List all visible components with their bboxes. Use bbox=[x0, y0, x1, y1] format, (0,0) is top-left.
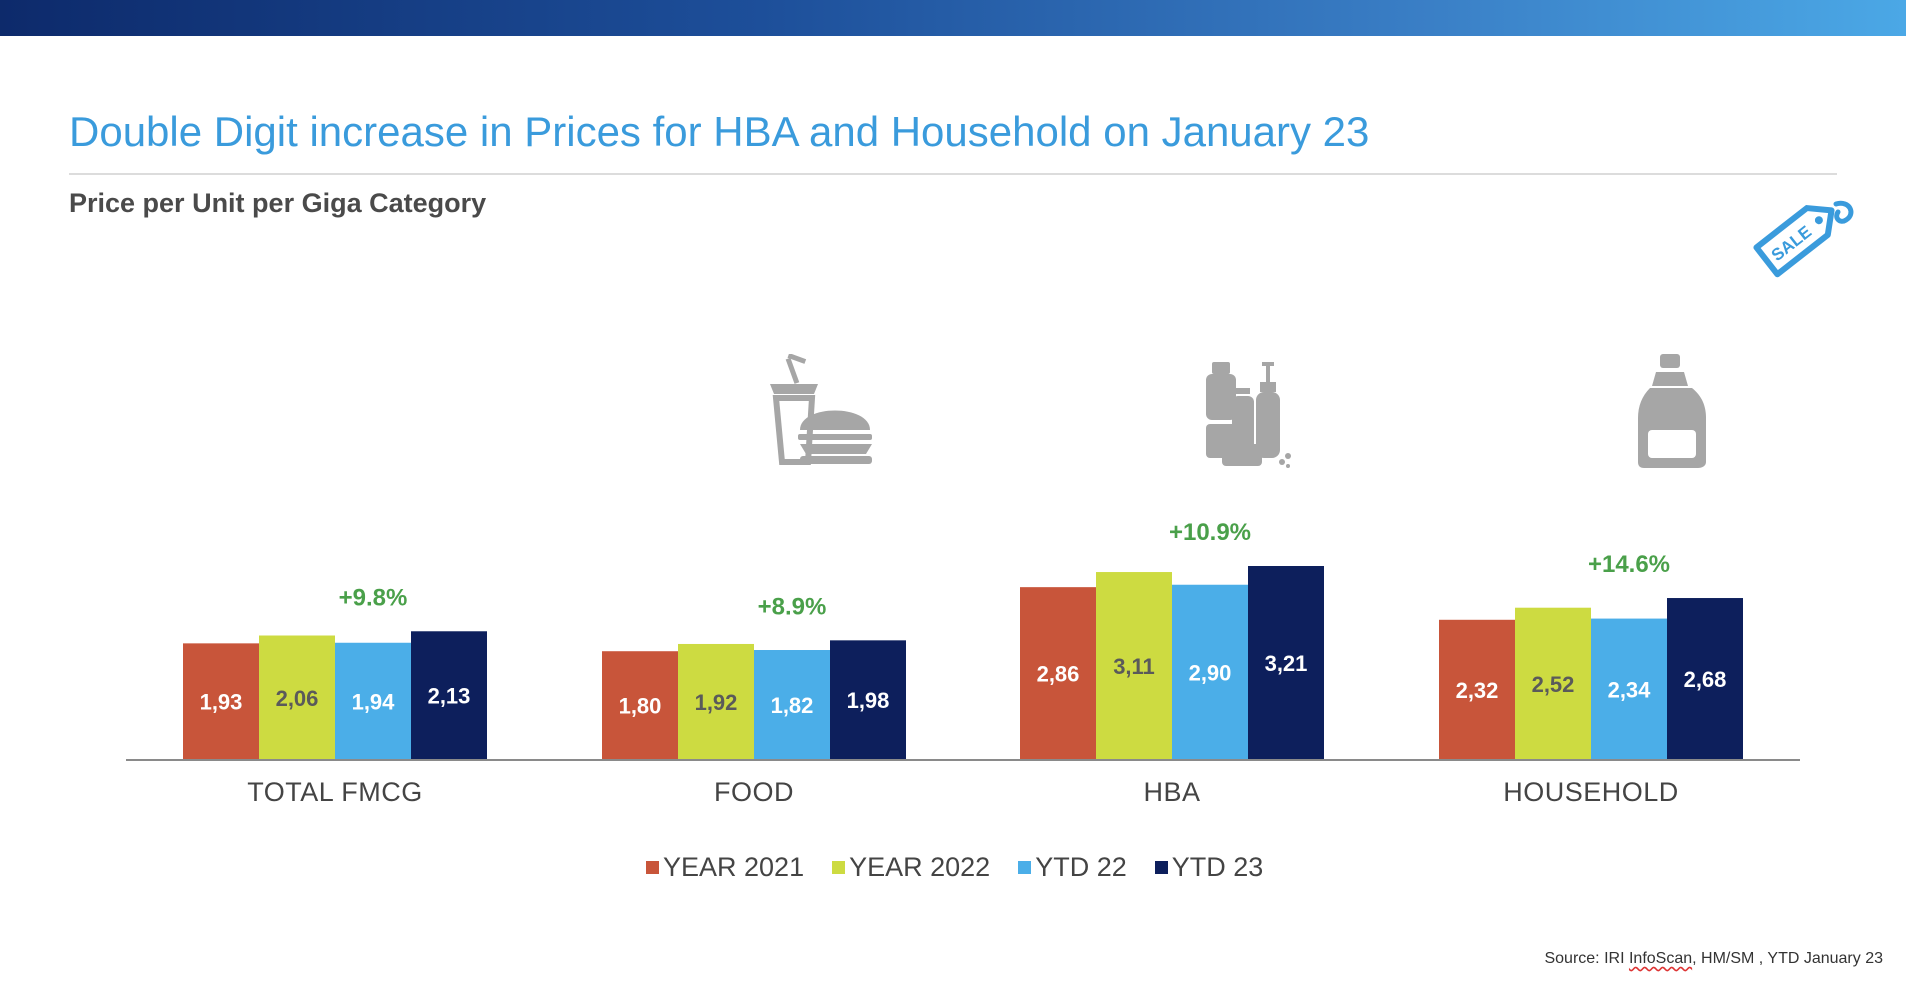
legend-label: YTD 23 bbox=[1171, 852, 1264, 882]
legend-swatch bbox=[1154, 861, 1168, 874]
source-note: Source: IRI InfoScan, HM/SM , YTD Januar… bbox=[1544, 950, 1883, 968]
bar-year-2022-hba bbox=[1096, 572, 1172, 760]
bar-value-label: 1,98 bbox=[847, 688, 890, 713]
slide-title: Double Digit increase in Prices for HBA … bbox=[69, 108, 1370, 155]
bar-year-2021-hba bbox=[1020, 587, 1096, 760]
bar-ytd-22-total-fmcg bbox=[335, 642, 411, 760]
sale-tag-icon: SALE bbox=[1753, 200, 1854, 278]
bar-ytd-23-total-fmcg bbox=[411, 631, 487, 760]
fast-food-icon bbox=[770, 354, 872, 465]
bar-value-label: 3,11 bbox=[1113, 654, 1155, 679]
legend-swatch bbox=[832, 861, 846, 874]
labels-layer: 1,93 2,06 1,94 2,13 TOTAL FMCG +9.8% 1,80 1,92 1… bbox=[200, 519, 1727, 807]
legend-item-year-2021: YEAR 2021 bbox=[646, 852, 804, 883]
bar-ytd-23-household bbox=[1667, 598, 1743, 760]
legend-label: YTD 22 bbox=[1035, 852, 1127, 882]
growth-annotation: +8.9% bbox=[758, 593, 827, 620]
legend-swatch bbox=[646, 861, 659, 874]
bar-value-label: 2,90 bbox=[1189, 660, 1232, 685]
title-divider bbox=[69, 173, 1837, 175]
bar-ytd-22-food bbox=[754, 650, 830, 760]
category-label: FOOD bbox=[714, 777, 794, 807]
bar-value-label: 2,32 bbox=[1456, 678, 1499, 703]
bar-year-2022-food bbox=[678, 643, 754, 760]
bar-year-2021-food bbox=[602, 651, 678, 760]
bar-value-label: 2,06 bbox=[276, 686, 319, 711]
bar-value-label: 2,34 bbox=[1608, 677, 1652, 702]
growth-annotation: +10.9% bbox=[1169, 519, 1251, 546]
bar-year-2021-total-fmcg bbox=[183, 643, 259, 760]
category-label: TOTAL FMCG bbox=[247, 777, 423, 807]
bar-value-label: 1,82 bbox=[771, 693, 814, 718]
top-banner bbox=[0, 0, 1906, 36]
source-brand: InfoScan bbox=[1628, 950, 1693, 967]
chart-legend: YEAR 2021 YEAR 2022 YTD 22 YTD 23 bbox=[646, 852, 1263, 883]
detergent-bottle-icon bbox=[1638, 354, 1706, 468]
legend-item-ytd-22: YTD 22 bbox=[1018, 852, 1127, 883]
bar-ytd-23-food bbox=[830, 640, 906, 760]
legend-item-ytd-23: YTD 23 bbox=[1154, 852, 1264, 883]
bars-layer bbox=[183, 566, 1743, 760]
growth-annotation: +9.8% bbox=[339, 584, 408, 611]
toiletries-icon bbox=[1206, 362, 1291, 468]
bar-year-2022-total-fmcg bbox=[259, 635, 335, 760]
source-suffix: , HM/SM , YTD January 23 bbox=[1692, 950, 1883, 967]
category-label: HBA bbox=[1143, 777, 1200, 807]
bar-ytd-22-household bbox=[1591, 618, 1667, 760]
legend-item-year-2022: YEAR 2022 bbox=[832, 852, 990, 883]
legend-label: YEAR 2021 bbox=[663, 852, 805, 882]
source-prefix: Source: IRI bbox=[1544, 950, 1629, 967]
bar-value-label: 1,92 bbox=[695, 690, 738, 715]
bar-value-label: 3,21 bbox=[1265, 651, 1308, 676]
category-label: HOUSEHOLD bbox=[1503, 777, 1679, 807]
bar-ytd-22-hba bbox=[1172, 584, 1248, 760]
bar-value-label: 1,80 bbox=[619, 694, 662, 719]
bar-ytd-23-hba bbox=[1248, 566, 1324, 760]
bar-value-label: 1,94 bbox=[352, 689, 396, 714]
growth-annotation: +14.6% bbox=[1588, 551, 1670, 578]
bar-value-label: 2,13 bbox=[428, 684, 471, 709]
bar-value-label: 1,93 bbox=[200, 690, 243, 715]
legend-label: YEAR 2022 bbox=[849, 852, 991, 882]
chart-subtitle: Price per Unit per Giga Category bbox=[69, 188, 487, 218]
bar-year-2021-household bbox=[1439, 619, 1515, 760]
legend-swatch bbox=[1018, 861, 1032, 874]
bar-value-label: 2,52 bbox=[1532, 672, 1575, 697]
bar-year-2022-household bbox=[1515, 607, 1591, 760]
bar-value-label: 2,68 bbox=[1684, 667, 1727, 692]
bar-value-label: 2,86 bbox=[1037, 662, 1080, 687]
